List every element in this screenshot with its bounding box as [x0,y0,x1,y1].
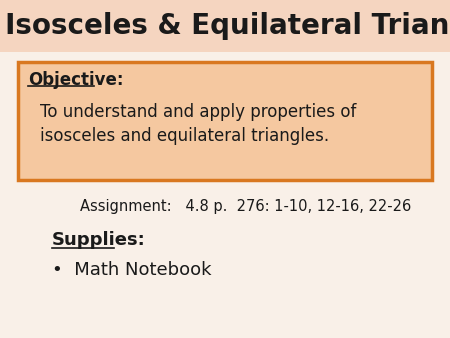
FancyBboxPatch shape [0,0,450,52]
Text: isosceles and equilateral triangles.: isosceles and equilateral triangles. [40,127,329,145]
Text: Supplies:: Supplies: [52,231,146,249]
Text: Objective:: Objective: [28,71,123,89]
FancyBboxPatch shape [18,62,432,180]
Text: To understand and apply properties of: To understand and apply properties of [40,103,356,121]
Text: Assignment:   4.8 p.  276: 1-10, 12-16, 22-26: Assignment: 4.8 p. 276: 1-10, 12-16, 22-… [80,199,411,215]
Text: •  Math Notebook: • Math Notebook [52,261,212,279]
Text: 4.8: Isosceles & Equilateral Triangles: 4.8: Isosceles & Equilateral Triangles [0,12,450,40]
